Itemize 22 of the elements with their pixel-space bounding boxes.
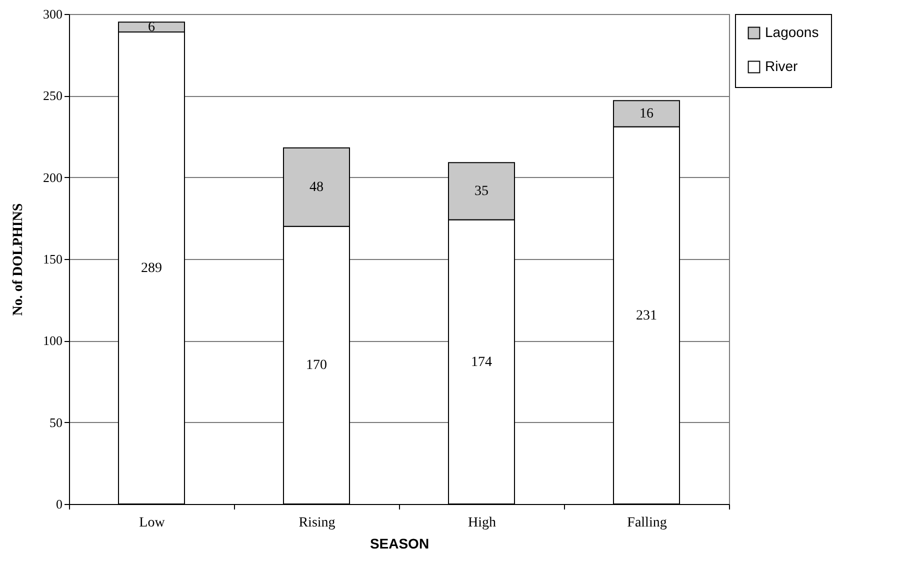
legend-label: Lagoons bbox=[765, 24, 819, 40]
y-tick-label: 250 bbox=[43, 88, 62, 104]
x-tick-label: Low bbox=[139, 516, 166, 530]
y-tick-label: 50 bbox=[50, 414, 62, 430]
legend-label: River bbox=[765, 58, 798, 74]
y-tick-label: 200 bbox=[43, 170, 62, 185]
x-tick-label: Rising bbox=[298, 516, 336, 530]
data-label: 231 bbox=[636, 308, 657, 324]
data-label: 48 bbox=[310, 180, 324, 196]
y-tick-label: 100 bbox=[43, 333, 62, 348]
data-label: 174 bbox=[471, 354, 492, 370]
y-tick-label: 300 bbox=[43, 6, 62, 22]
x-tick-label: Falling bbox=[627, 516, 667, 530]
y-tick-label: 0 bbox=[56, 496, 62, 512]
data-label: 170 bbox=[306, 358, 327, 374]
y-tick-label: 150 bbox=[43, 252, 62, 266]
data-label: 16 bbox=[640, 106, 654, 122]
data-label: 35 bbox=[474, 184, 488, 200]
x-axis-title: SEASON bbox=[370, 536, 430, 552]
x-tick-label: High bbox=[468, 516, 496, 530]
data-label: 289 bbox=[141, 260, 162, 276]
y-axis-title: No. of DOLPHINS bbox=[11, 203, 26, 316]
